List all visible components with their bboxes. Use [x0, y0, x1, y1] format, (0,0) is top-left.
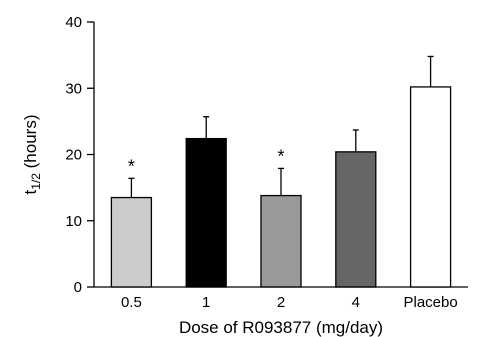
- y-tick-label: 10: [65, 213, 82, 230]
- y-axis-label-subscript: 1/2: [29, 173, 43, 190]
- x-tick-label: 0.5: [121, 294, 142, 311]
- x-tick-label: 1: [202, 294, 210, 311]
- y-tick-label: 20: [65, 147, 82, 164]
- bar: [335, 151, 377, 288]
- x-axis-label: Dose of R093877 (mg/day): [179, 318, 383, 337]
- y-tick-label: 0: [74, 279, 82, 296]
- significance-marker: *: [277, 146, 284, 166]
- x-tick-label: 2: [277, 294, 285, 311]
- y-axis-label-base: t: [21, 190, 40, 195]
- bar: [185, 137, 227, 288]
- y-axis-label-suffix: (hours): [21, 115, 40, 174]
- y-tick-label: 40: [65, 14, 82, 31]
- x-axis-tick-labels: 0.5 1 2 4 Placebo: [121, 294, 458, 311]
- y-axis-label: t1/2 (hours): [21, 115, 43, 195]
- bars-group: * *: [110, 55, 452, 288]
- x-tick-label: 4: [352, 294, 360, 311]
- significance-marker: *: [128, 156, 135, 176]
- bar: [110, 196, 153, 288]
- x-tick-label: Placebo: [403, 294, 457, 311]
- y-tick-label: 30: [65, 80, 82, 97]
- bar: [409, 86, 452, 288]
- bar: [260, 194, 302, 288]
- y-axis-ticks: 0 10 20 30 40: [65, 14, 94, 296]
